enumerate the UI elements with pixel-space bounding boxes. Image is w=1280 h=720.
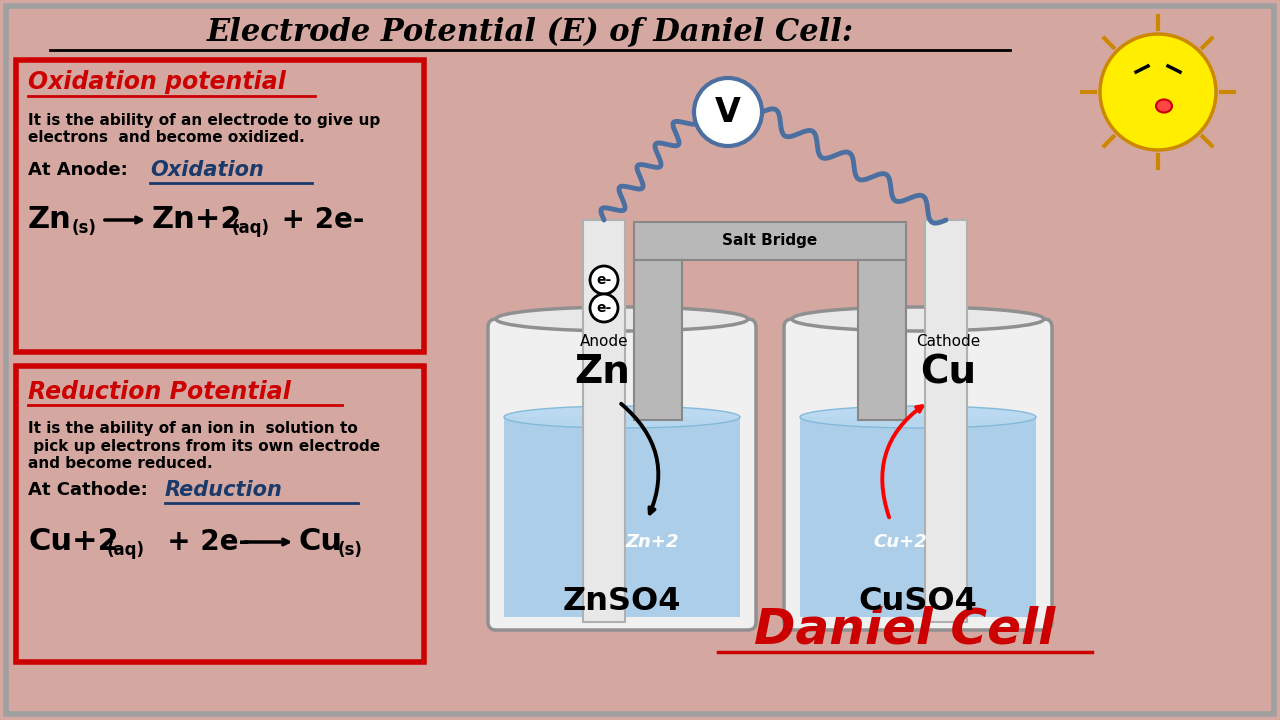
Ellipse shape (504, 406, 740, 428)
Text: Reduction Potential: Reduction Potential (28, 380, 291, 404)
Text: V: V (716, 96, 741, 128)
Text: At Cathode:: At Cathode: (28, 481, 147, 499)
Text: Cu: Cu (298, 528, 342, 557)
Text: Zn+2: Zn+2 (625, 533, 678, 551)
Text: (s): (s) (72, 219, 97, 237)
Bar (504, 417, 740, 617)
Text: Oxidation potential: Oxidation potential (28, 70, 285, 94)
Text: e-: e- (596, 273, 612, 287)
Bar (800, 417, 1036, 617)
Text: e-: e- (596, 301, 612, 315)
Text: Cathode: Cathode (916, 335, 980, 349)
Text: (aq): (aq) (108, 541, 145, 559)
Text: At Anode:: At Anode: (28, 161, 128, 179)
Ellipse shape (800, 406, 1036, 428)
Ellipse shape (497, 307, 748, 331)
Text: + 2e-: + 2e- (148, 528, 250, 556)
Bar (634, 222, 906, 260)
Text: Cu+2: Cu+2 (28, 528, 119, 557)
Text: + 2e-: + 2e- (273, 206, 365, 234)
Text: Anode: Anode (580, 335, 628, 349)
Text: CuSO4: CuSO4 (859, 587, 978, 618)
Text: pick up electrons from its own electrode: pick up electrons from its own electrode (28, 438, 380, 454)
Circle shape (1100, 34, 1216, 150)
Text: Reduction: Reduction (165, 480, 283, 500)
Text: Oxidation: Oxidation (150, 160, 264, 180)
FancyBboxPatch shape (15, 366, 424, 662)
Text: Zn: Zn (573, 353, 630, 391)
Text: It is the ability of an electrode to give up: It is the ability of an electrode to giv… (28, 112, 380, 127)
Text: ZnSO4: ZnSO4 (563, 587, 681, 618)
Ellipse shape (1156, 99, 1172, 112)
Text: Cu+2: Cu+2 (873, 533, 927, 551)
Text: electrons  and become oxidized.: electrons and become oxidized. (28, 130, 305, 145)
Bar (582, 220, 625, 622)
Text: (aq): (aq) (232, 219, 270, 237)
Ellipse shape (792, 307, 1044, 331)
Circle shape (590, 266, 618, 294)
Bar (858, 260, 906, 420)
Text: Salt Bridge: Salt Bridge (722, 233, 818, 248)
Circle shape (694, 78, 762, 146)
Text: Daniel Cell: Daniel Cell (754, 606, 1056, 654)
Text: Zn: Zn (28, 205, 72, 235)
Text: Cu: Cu (920, 353, 977, 391)
Bar (925, 220, 966, 622)
FancyBboxPatch shape (15, 60, 424, 352)
Text: Zn+2: Zn+2 (152, 205, 242, 235)
Text: Electrode Potential (E) of Daniel Cell:: Electrode Potential (E) of Daniel Cell: (206, 17, 854, 48)
FancyBboxPatch shape (6, 6, 1274, 714)
FancyBboxPatch shape (488, 319, 756, 630)
Text: (s): (s) (338, 541, 362, 559)
Text: It is the ability of an ion in  solution to: It is the ability of an ion in solution … (28, 420, 357, 436)
Text: and become reduced.: and become reduced. (28, 456, 212, 472)
Bar (634, 260, 682, 420)
Circle shape (590, 294, 618, 322)
FancyBboxPatch shape (783, 319, 1052, 630)
